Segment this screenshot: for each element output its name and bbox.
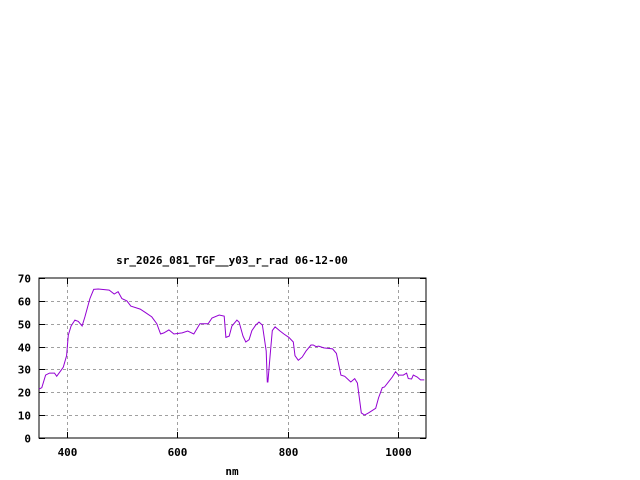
y-tick-label: 0: [24, 433, 31, 446]
x-tick-label: 600: [168, 446, 188, 459]
y-tick-label: 10: [18, 410, 31, 423]
y-tick-label: 50: [18, 319, 31, 332]
y-tick-label: 30: [18, 364, 31, 377]
y-tick-label: 60: [18, 296, 31, 309]
x-axis-label: nm: [225, 465, 239, 478]
y-tick-label: 70: [18, 273, 31, 286]
y-tick-label: 20: [18, 387, 31, 400]
x-tick-label: 400: [58, 446, 78, 459]
x-tick-label: 1000: [385, 446, 412, 459]
ticks: [39, 278, 426, 439]
tick-labels: 0 10 20 30 40 50 60 70 400 600 800 1000: [18, 273, 412, 460]
y-tick-label: 40: [18, 342, 31, 355]
chart-title: sr_2026_081_TGF__y03_r_rad 06-12-00: [116, 254, 348, 267]
x-tick-label: 800: [279, 446, 299, 459]
grid: [39, 278, 426, 438]
plot-border: [38, 277, 427, 439]
series-line: [38, 288, 425, 416]
